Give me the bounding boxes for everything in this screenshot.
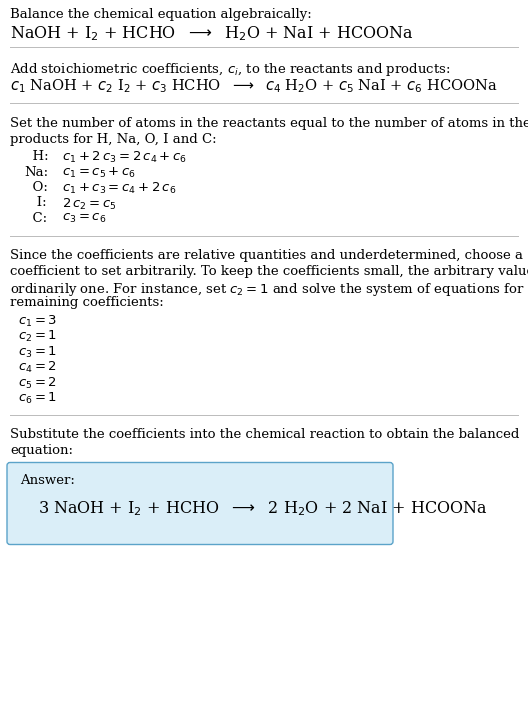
Text: 3 NaOH + I$_2$ + HCHO  $\longrightarrow$  2 H$_2$O + 2 NaI + HCOONa: 3 NaOH + I$_2$ + HCHO $\longrightarrow$ … [38, 500, 488, 518]
Text: Na:: Na: [24, 165, 48, 178]
Text: $c_1 = 3$: $c_1 = 3$ [18, 314, 57, 329]
Text: Since the coefficients are relative quantities and underdetermined, choose a: Since the coefficients are relative quan… [10, 249, 523, 263]
FancyBboxPatch shape [7, 463, 393, 544]
Text: $c_1 + 2\,c_3 = 2\,c_4 + c_6$: $c_1 + 2\,c_3 = 2\,c_4 + c_6$ [62, 150, 187, 165]
Text: $c_2 = 1$: $c_2 = 1$ [18, 329, 57, 344]
Text: $c_1 = c_5 + c_6$: $c_1 = c_5 + c_6$ [62, 165, 136, 180]
Text: I:: I: [24, 196, 46, 210]
Text: products for H, Na, O, I and C:: products for H, Na, O, I and C: [10, 132, 216, 145]
Text: equation:: equation: [10, 444, 73, 457]
Text: $c_1 + c_3 = c_4 + 2\,c_6$: $c_1 + c_3 = c_4 + 2\,c_6$ [62, 181, 176, 196]
Text: Set the number of atoms in the reactants equal to the number of atoms in the: Set the number of atoms in the reactants… [10, 117, 528, 130]
Text: H:: H: [24, 150, 49, 163]
Text: Substitute the coefficients into the chemical reaction to obtain the balanced: Substitute the coefficients into the che… [10, 428, 520, 442]
Text: coefficient to set arbitrarily. To keep the coefficients small, the arbitrary va: coefficient to set arbitrarily. To keep … [10, 265, 528, 278]
Text: NaOH + I$_2$ + HCHO  $\longrightarrow$  H$_2$O + NaI + HCOONa: NaOH + I$_2$ + HCHO $\longrightarrow$ H$… [10, 24, 414, 43]
Text: ordinarily one. For instance, set $c_2 = 1$ and solve the system of equations fo: ordinarily one. For instance, set $c_2 =… [10, 281, 528, 298]
Text: Add stoichiometric coefficients, $c_i$, to the reactants and products:: Add stoichiometric coefficients, $c_i$, … [10, 60, 450, 77]
Text: remaining coefficients:: remaining coefficients: [10, 296, 164, 309]
Text: C:: C: [24, 212, 47, 225]
Text: Balance the chemical equation algebraically:: Balance the chemical equation algebraica… [10, 8, 312, 21]
Text: O:: O: [24, 181, 48, 194]
Text: $c_4 = 2$: $c_4 = 2$ [18, 360, 57, 375]
Text: Answer:: Answer: [20, 473, 75, 486]
Text: $c_1$ NaOH + $c_2$ I$_2$ + $c_3$ HCHO  $\longrightarrow$  $c_4$ H$_2$O + $c_5$ N: $c_1$ NaOH + $c_2$ I$_2$ + $c_3$ HCHO $\… [10, 77, 497, 95]
Text: $c_3 = c_6$: $c_3 = c_6$ [62, 212, 106, 225]
Text: $c_3 = 1$: $c_3 = 1$ [18, 344, 57, 359]
Text: $2\,c_2 = c_5$: $2\,c_2 = c_5$ [62, 196, 117, 212]
Text: $c_6 = 1$: $c_6 = 1$ [18, 391, 57, 406]
Text: $c_5 = 2$: $c_5 = 2$ [18, 375, 57, 391]
